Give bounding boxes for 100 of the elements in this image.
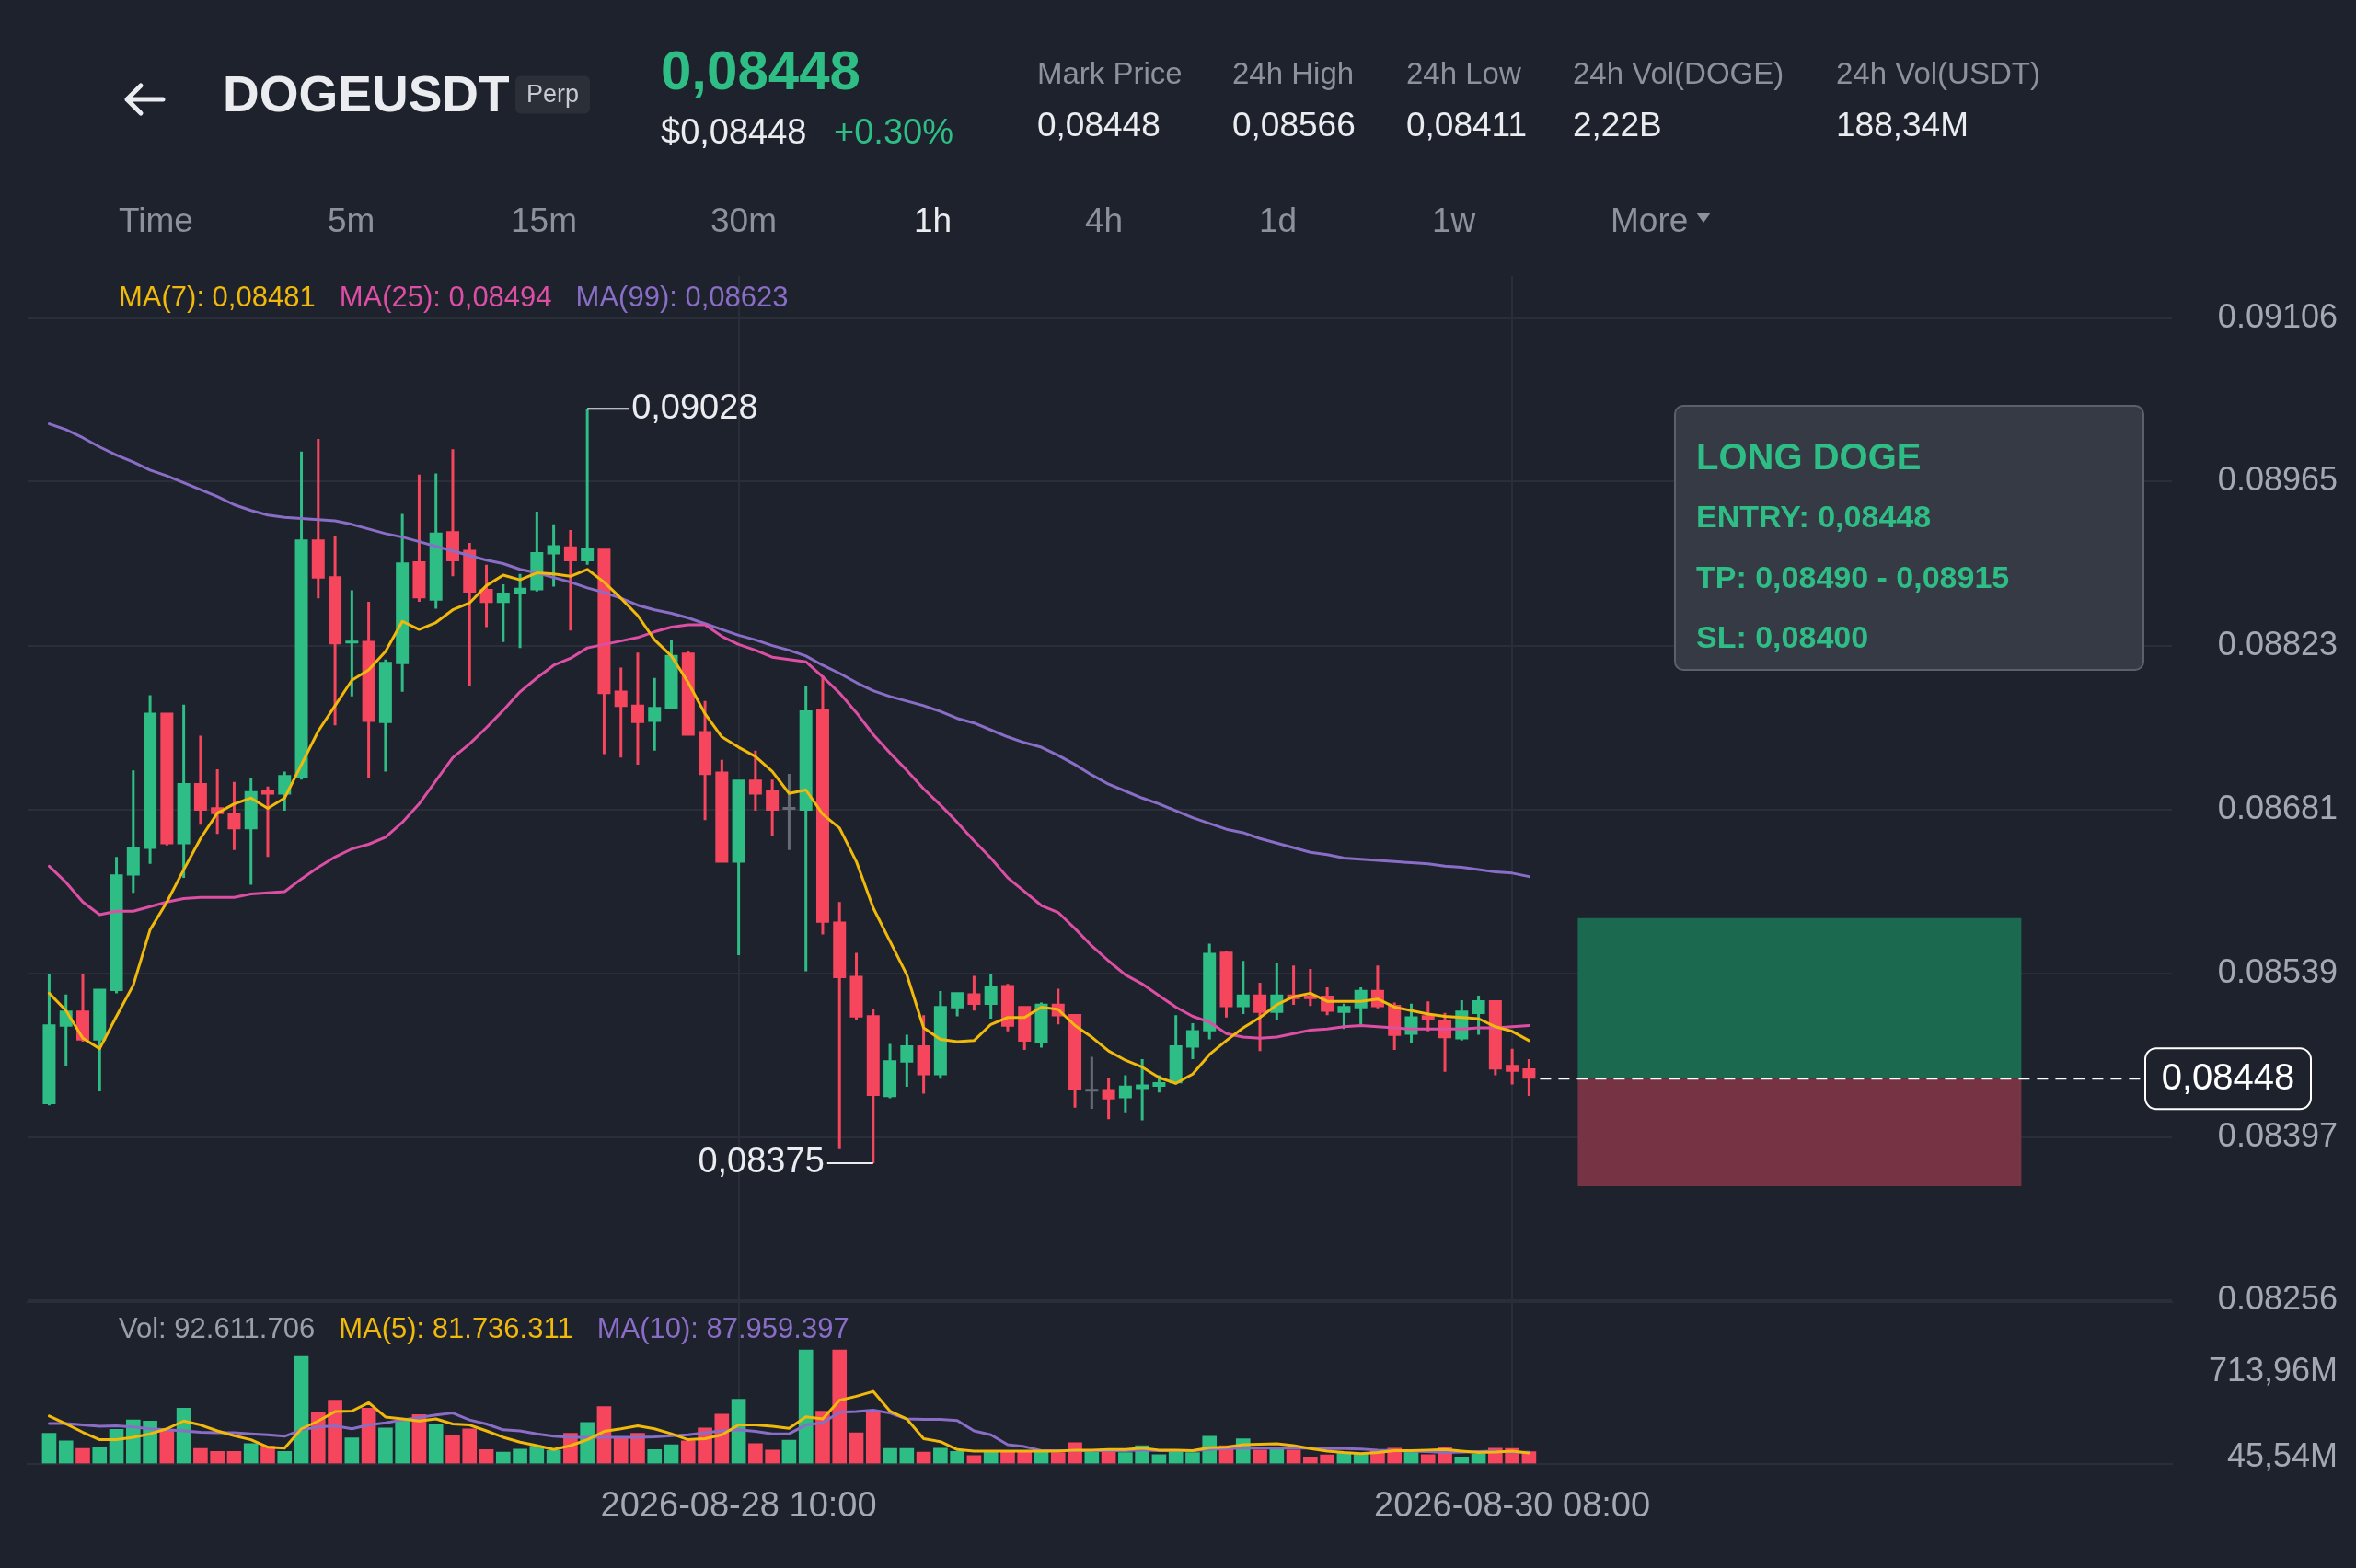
bar — [1320, 1454, 1334, 1464]
candlestick — [294, 451, 308, 780]
bar — [664, 1444, 679, 1464]
candlestick — [378, 659, 392, 772]
text: MA(99): 0,08623 — [575, 281, 789, 314]
text: 2,22B — [1573, 105, 1662, 145]
bar — [899, 1447, 915, 1464]
candlestick — [967, 975, 981, 1011]
candlestick — [884, 1043, 897, 1099]
text: 24h Vol(DOGE) — [1573, 56, 1784, 91]
text: 1h — [914, 201, 953, 241]
bar — [361, 1408, 376, 1464]
candlestick — [362, 601, 375, 778]
bar — [495, 1451, 511, 1464]
bar — [428, 1424, 444, 1464]
candlestick — [227, 781, 241, 850]
y-tick-label: 45,54M — [2226, 1436, 2338, 1475]
candlestick — [1085, 1056, 1099, 1109]
bar — [883, 1447, 897, 1464]
bar — [983, 1451, 999, 1464]
bar — [1269, 1448, 1285, 1464]
candlestick — [429, 473, 443, 609]
candlestick — [1219, 950, 1233, 1018]
y-tick-label: 0.08965 — [2217, 460, 2338, 499]
bar — [294, 1355, 309, 1464]
candlestick — [1506, 1048, 1519, 1085]
bar — [849, 1432, 864, 1464]
bar — [647, 1448, 663, 1464]
bar — [344, 1437, 360, 1464]
bar — [513, 1448, 527, 1464]
candlestick — [396, 513, 410, 692]
bar — [328, 1400, 342, 1464]
text: +0.30% — [834, 112, 953, 153]
candlestick — [614, 667, 628, 758]
candlestick — [849, 952, 863, 1020]
candlestick — [311, 438, 325, 599]
text: 5m — [328, 201, 375, 241]
y-tick-label: 713,96M — [2208, 1350, 2338, 1389]
candlestick — [1018, 1006, 1032, 1050]
candlestick — [345, 590, 359, 697]
candlestick — [144, 695, 157, 864]
candlestick — [1253, 983, 1267, 1052]
bar — [1420, 1454, 1436, 1464]
candlestick — [984, 974, 998, 1020]
y-tick-label: 0.08539 — [2217, 951, 2338, 990]
text: Perp — [515, 75, 591, 114]
candlestick — [479, 564, 493, 628]
bar — [1253, 1449, 1267, 1464]
candlestick — [815, 675, 829, 935]
bar — [781, 1439, 797, 1464]
candlestick — [715, 759, 729, 863]
text: 24h Low — [1406, 56, 1521, 91]
candlestick — [866, 1009, 880, 1163]
annotation: LONG DOGE — [1696, 435, 1922, 478]
bar — [378, 1427, 393, 1464]
candlestick — [833, 902, 847, 1149]
candlestick — [547, 524, 560, 587]
candlestick — [1000, 984, 1014, 1032]
candlestick — [782, 773, 796, 850]
bar — [462, 1428, 478, 1464]
candlestick — [748, 750, 762, 812]
text: DOGEUSDT — [223, 65, 510, 124]
candlestick — [581, 409, 595, 565]
candlestick — [1522, 1058, 1536, 1097]
candlestick — [1236, 961, 1250, 1014]
y-tick-label: 0.08256 — [2217, 1279, 2338, 1318]
candlestick — [110, 857, 123, 994]
y-tick-label: 0.08823 — [2217, 624, 2338, 663]
candlestick — [160, 712, 174, 846]
text: 30m — [710, 201, 777, 241]
annotation: Vol: 92.611.706 — [119, 1312, 316, 1345]
bar — [210, 1451, 225, 1464]
candlestick — [445, 449, 459, 577]
candlestick — [530, 512, 544, 592]
candlestick — [630, 652, 644, 765]
candlestick — [664, 640, 678, 709]
text: 0,08448 — [661, 38, 860, 102]
text: More — [1611, 201, 1689, 241]
bar — [159, 1430, 175, 1464]
candlestick — [900, 1034, 914, 1088]
candlestick — [1203, 943, 1217, 1040]
candlestick — [951, 992, 964, 1017]
bar — [865, 1412, 881, 1464]
bar — [832, 1349, 848, 1464]
bar — [58, 1440, 74, 1464]
candlestick — [193, 735, 207, 825]
candlestick — [260, 786, 274, 858]
text: MA(25): 0,08494 — [339, 281, 552, 314]
candlestick — [766, 779, 780, 836]
text: MA(7): 0,08481 — [119, 281, 316, 314]
bar — [1185, 1452, 1200, 1464]
bar — [546, 1450, 561, 1464]
bar — [1151, 1454, 1167, 1464]
candlestick — [496, 584, 510, 642]
candlestick — [1068, 1013, 1082, 1108]
candlestick — [933, 990, 947, 1079]
bar — [748, 1443, 763, 1464]
candlestick — [463, 542, 477, 686]
bar — [950, 1451, 964, 1464]
candlestick — [1034, 1002, 1048, 1048]
